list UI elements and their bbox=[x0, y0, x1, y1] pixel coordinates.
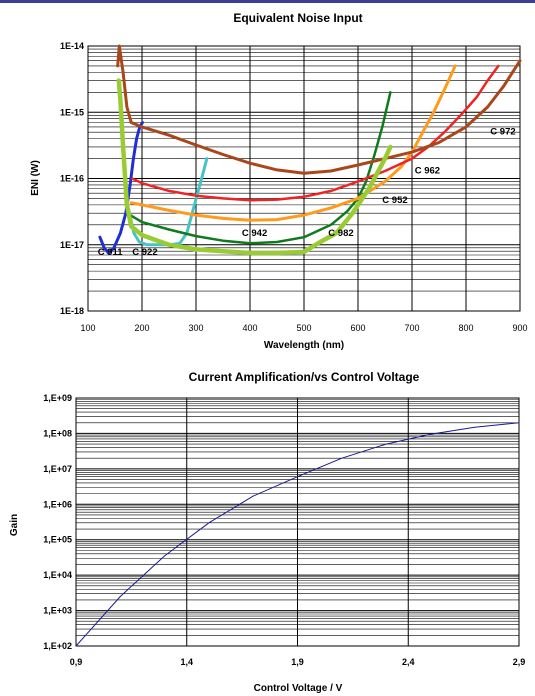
series-c-952 bbox=[129, 64, 457, 222]
y-axis-label: ENI (W) bbox=[30, 160, 41, 196]
x-tick-label: 2,9 bbox=[513, 657, 526, 667]
y-tick-label: 1E-14 bbox=[60, 41, 84, 51]
x-axis-label: Control Voltage / V bbox=[254, 683, 343, 694]
series-label: C 962 bbox=[415, 165, 440, 176]
x-tick-label: 0,9 bbox=[70, 657, 83, 667]
grid bbox=[75, 397, 520, 647]
x-tick-label: 900 bbox=[512, 323, 527, 333]
y-tick-label: 1,E+06 bbox=[43, 499, 72, 509]
chart-title: Equivalent Noise Input bbox=[233, 11, 362, 25]
y-tick-labels: 1,E+09 1,E+08 1,E+07 1,E+06 1,E+05 1,E+04 1,E+… bbox=[43, 393, 72, 651]
series-labels: C 911 C 922 C 942 C 982 C 952 C 962 C 972 bbox=[98, 127, 516, 258]
x-tick-label: 200 bbox=[134, 323, 149, 333]
series-label: C 972 bbox=[490, 127, 515, 138]
x-tick-labels: 100 200 300 400 500 600 700 800 900 bbox=[80, 323, 527, 333]
chart-title: Current Amplification/vs Control Voltage bbox=[189, 370, 420, 384]
gain-chart: Current Amplification/vs Control Voltage… bbox=[9, 370, 526, 694]
x-tick-label: 500 bbox=[296, 323, 311, 333]
series-c-942 bbox=[128, 91, 392, 245]
gain-curve bbox=[75, 422, 520, 647]
x-tick-label: 400 bbox=[242, 323, 257, 333]
y-tick-label: 1,E+09 bbox=[43, 393, 72, 403]
y-tick-label: 1,E+02 bbox=[43, 641, 72, 651]
x-tick-label: 1,9 bbox=[291, 657, 304, 667]
x-tick-label: 2,4 bbox=[402, 657, 415, 667]
x-tick-label: 300 bbox=[188, 323, 203, 333]
x-tick-label: 100 bbox=[80, 323, 95, 333]
series-c-982 bbox=[116, 78, 393, 256]
x-tick-label: 800 bbox=[458, 323, 473, 333]
series-label: C 942 bbox=[242, 228, 267, 239]
y-tick-label: 1,E+04 bbox=[43, 570, 72, 580]
series-label: C 982 bbox=[328, 228, 353, 239]
y-tick-label: 1E-18 bbox=[60, 306, 84, 316]
y-tick-label: 1,E+08 bbox=[43, 428, 72, 438]
series-lines bbox=[98, 44, 522, 256]
x-tick-labels: 0,9 1,4 1,9 2,4 2,9 bbox=[70, 657, 526, 667]
series-c-962 bbox=[131, 64, 500, 202]
y-tick-label: 1E-16 bbox=[60, 174, 84, 184]
top-accent-bar bbox=[0, 0, 535, 3]
y-tick-label: 1,E+07 bbox=[43, 464, 72, 474]
y-tick-label: 1,E+03 bbox=[43, 606, 72, 616]
x-tick-label: 1,4 bbox=[180, 657, 193, 667]
series-label: C 911 bbox=[98, 247, 124, 258]
y-tick-label: 1,E+05 bbox=[43, 535, 72, 545]
x-tick-label: 700 bbox=[404, 323, 419, 333]
series-c-911 bbox=[98, 121, 144, 255]
y-axis-label: Gain bbox=[9, 514, 20, 536]
x-tick-label: 600 bbox=[350, 323, 365, 333]
series-label: C 922 bbox=[132, 247, 157, 258]
x-axis-label: Wavelength (nm) bbox=[264, 340, 344, 350]
series-c-972 bbox=[116, 44, 522, 175]
series-label: C 952 bbox=[382, 195, 407, 206]
y-tick-label: 1E-15 bbox=[60, 107, 84, 117]
y-tick-label: 1E-17 bbox=[60, 240, 84, 250]
series-lines bbox=[75, 422, 520, 647]
y-tick-labels: 1E-14 1E-15 1E-16 1E-17 1E-18 bbox=[60, 41, 84, 316]
